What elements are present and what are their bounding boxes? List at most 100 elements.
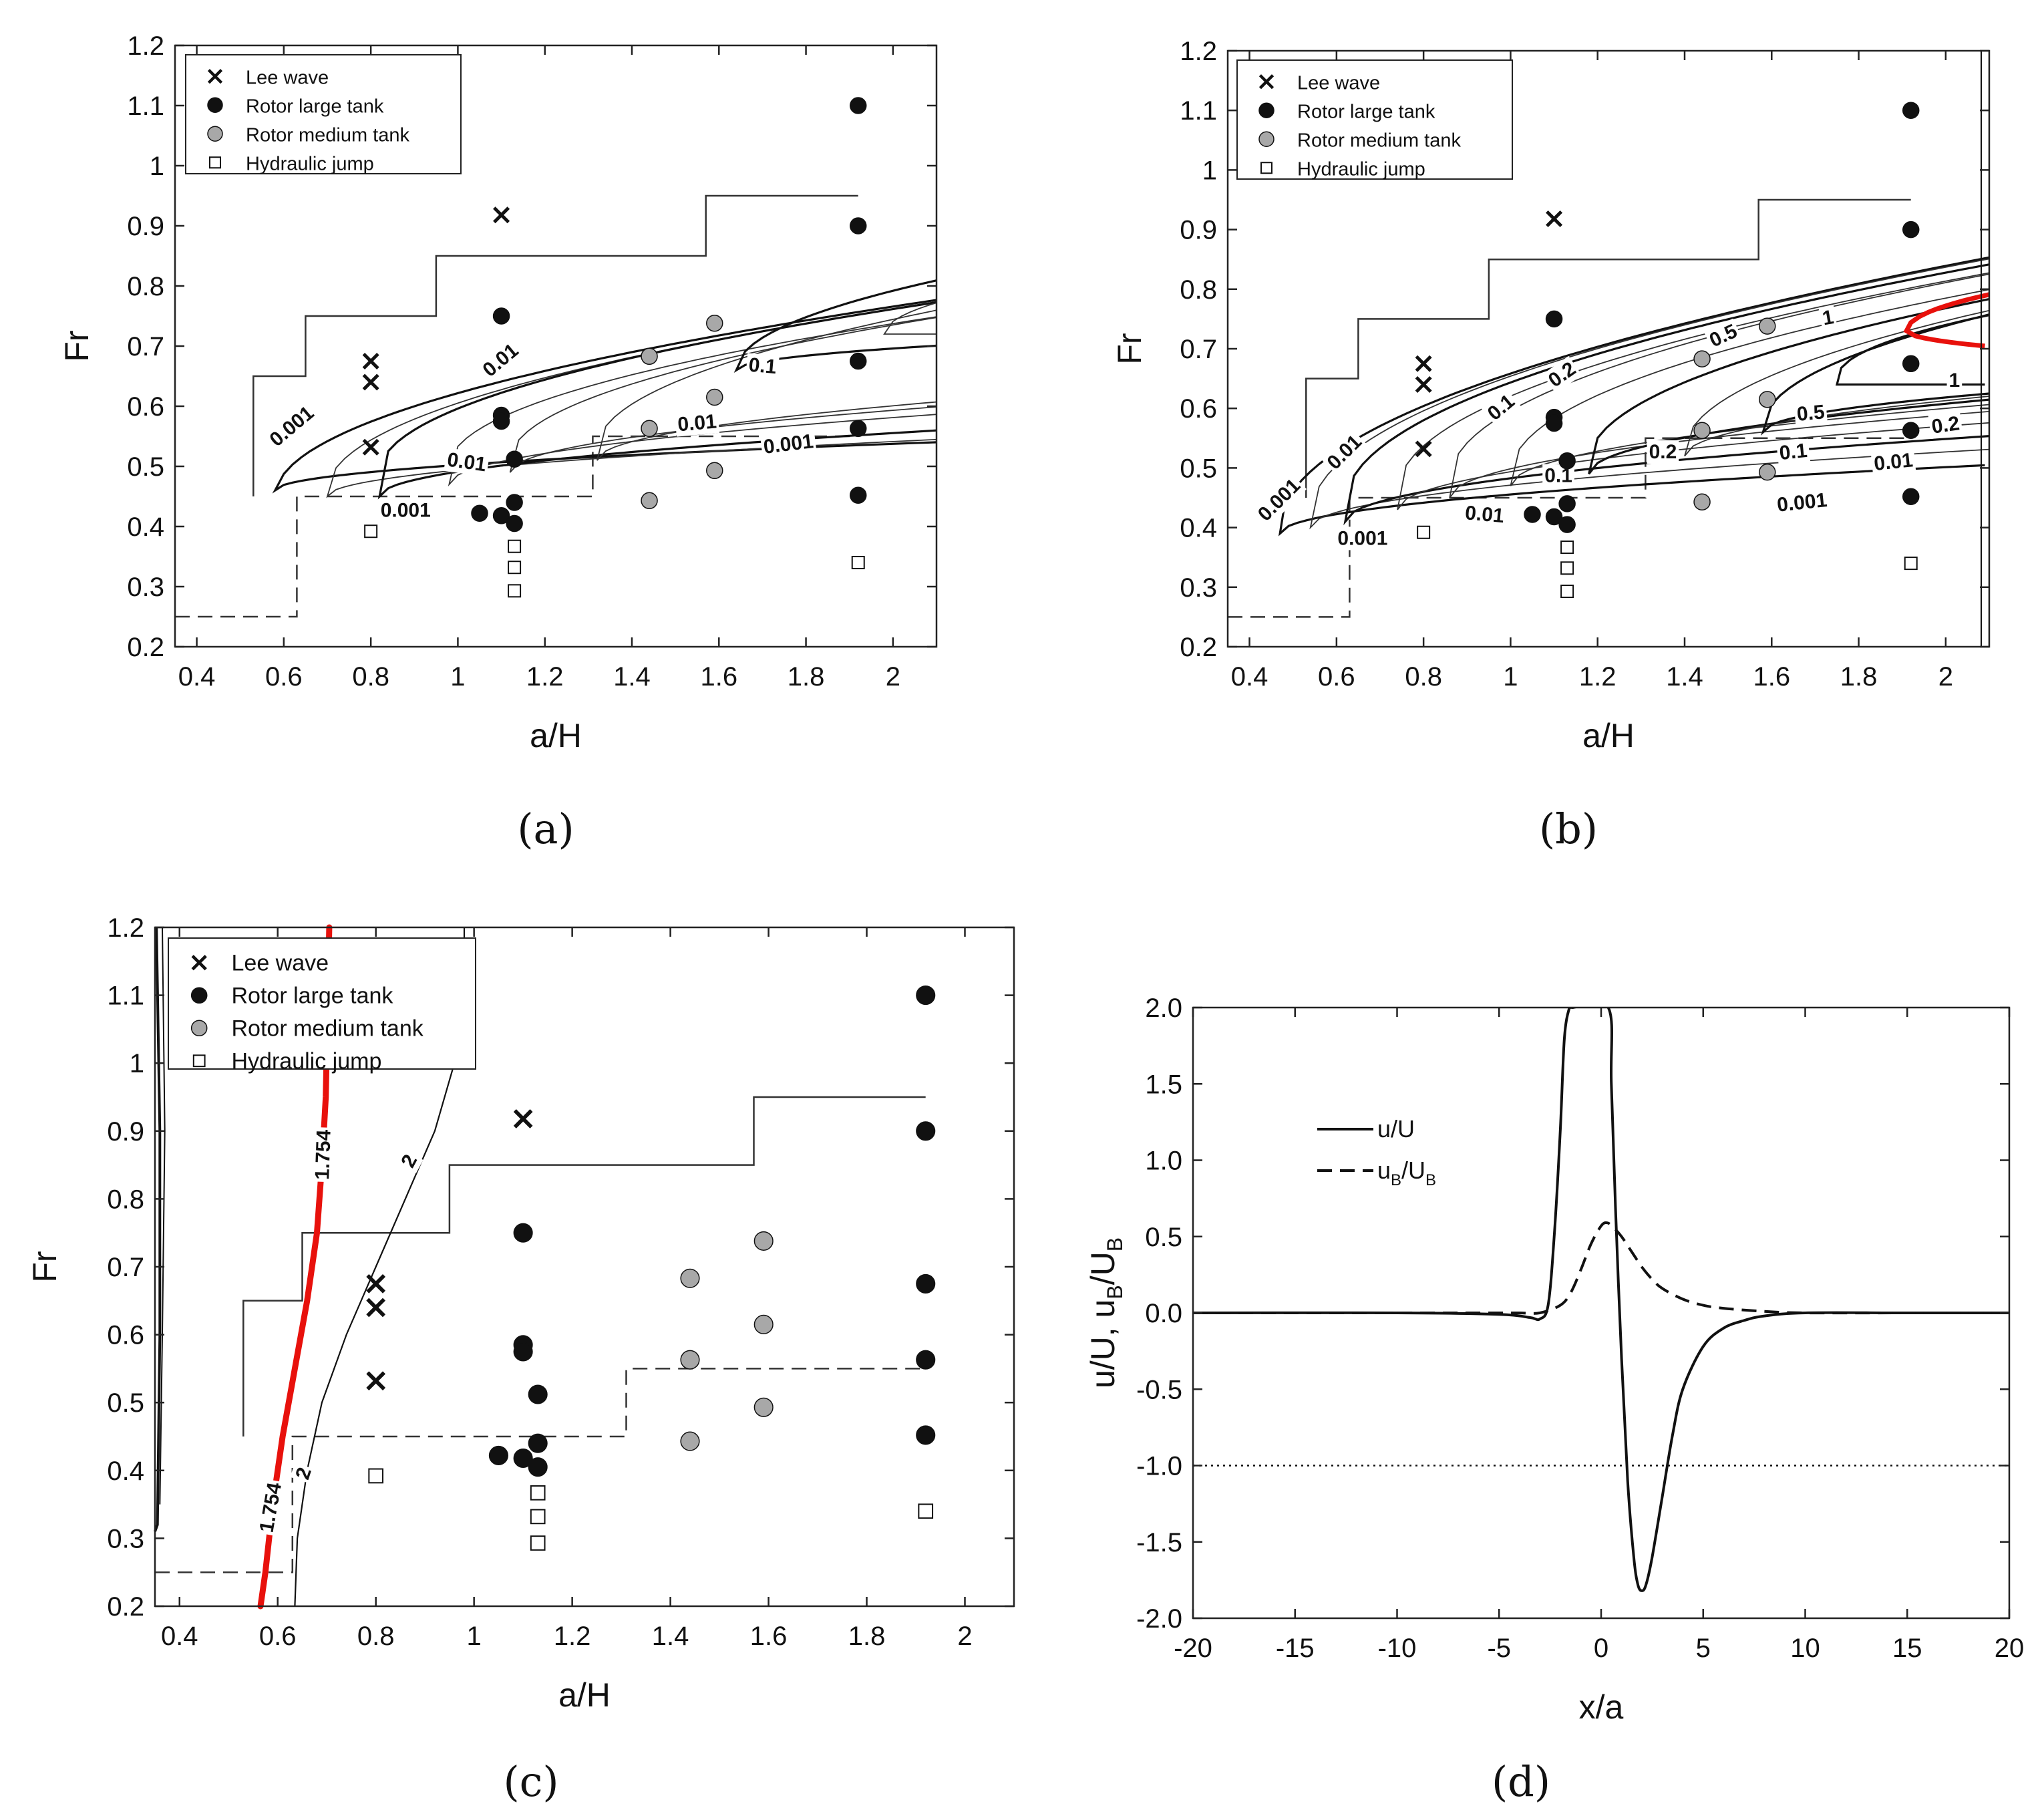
data-points xyxy=(362,97,867,598)
contour-line xyxy=(377,301,936,500)
rotor-medium-tank-marker xyxy=(753,1231,774,1251)
y-tick-label: 0.4 xyxy=(107,1457,144,1486)
y-tick-label: 0.6 xyxy=(127,392,164,422)
contour-line xyxy=(509,317,936,473)
x-tick-label: 1.8 xyxy=(788,662,825,692)
hydraulic-jump-marker xyxy=(1560,561,1574,575)
rotor-large-tank-marker xyxy=(492,412,510,430)
rotor-large-tank-marker xyxy=(1902,220,1920,239)
x-tick-label: 0.4 xyxy=(1231,662,1268,692)
rotor-medium-tank-marker xyxy=(1759,391,1776,408)
rotor-large-tank-marker xyxy=(1902,102,1920,119)
x-axis-label: x/a xyxy=(1579,1688,1624,1726)
hydraulic-jump-marker xyxy=(508,584,522,598)
axes-a: 0.4 0.6 0.8 1 1.2 1.4 1.6 1.8 2 0.2 0.3 0.4 0.5 0.6 0.… xyxy=(58,31,938,853)
hydraulic-jump-marker xyxy=(851,556,865,569)
y-tick-label: 0.9 xyxy=(1180,216,1217,245)
hydraulic-jump-marker xyxy=(918,1503,934,1519)
y-tick-label: 0.5 xyxy=(127,452,164,482)
lee-wave-rotor-boundary xyxy=(1305,198,1911,498)
y-tick-label: 0.9 xyxy=(127,212,164,241)
x-tick-label: 1 xyxy=(1503,662,1518,692)
legend: Lee wave Rotor large tank Rotor medium tan… xyxy=(168,937,476,1074)
legend-entry: Hydraulic jump xyxy=(1297,158,1425,180)
contour-line xyxy=(1588,298,1989,475)
y-tick-label: 1.1 xyxy=(127,92,164,121)
y-tick-label: -1.0 xyxy=(1136,1452,1182,1481)
contour-label: 0.001 xyxy=(381,499,431,521)
y-tick-label: 0.7 xyxy=(127,332,164,361)
legend: Lee wave Rotor large tank Rotor medium tan… xyxy=(1236,59,1513,180)
lee-wave-marker xyxy=(1415,355,1432,372)
y-tick-label: 0.9 xyxy=(107,1117,144,1147)
legend-grey-dot-icon xyxy=(207,126,223,142)
y-tick-label: 0.3 xyxy=(1180,573,1217,603)
y-tick-label: 1 xyxy=(150,152,164,181)
rotor-large-tank-marker xyxy=(1902,422,1920,439)
x-tick-label: -15 xyxy=(1276,1634,1315,1663)
rotor-large-tank-marker xyxy=(916,1273,936,1294)
rotor-large-tank-marker xyxy=(506,514,523,533)
y-tick-label: 1.2 xyxy=(127,31,164,61)
legend: Lee wave Rotor large tank Rotor medium tan… xyxy=(185,54,462,174)
panel-label: (b) xyxy=(1539,804,1598,853)
legend-entry: u/U xyxy=(1377,1115,1415,1143)
x-axis-label: a/H xyxy=(1582,717,1635,754)
rotor-large-tank-marker xyxy=(916,1425,936,1445)
x-tick-label: 1.6 xyxy=(1753,662,1790,692)
contour-label: 0.01 xyxy=(1873,449,1914,475)
y-tick-label: 0.5 xyxy=(1145,1223,1182,1252)
legend-grey-dot-icon xyxy=(1258,131,1274,147)
x-tick-label: 0.4 xyxy=(161,1622,198,1651)
contour-line xyxy=(272,299,936,494)
rotor-large-tank-marker xyxy=(916,986,936,1006)
lee-wave-marker xyxy=(366,1298,386,1318)
panel-label: (a) xyxy=(517,804,574,853)
lee-wave-marker xyxy=(493,206,510,224)
hydraulic-jump-marker xyxy=(364,524,378,539)
x-tick-label: -20 xyxy=(1174,1634,1212,1663)
data-points xyxy=(366,986,936,1551)
hydraulic-jump-marker xyxy=(1560,585,1574,599)
rotor-medium-tank-marker xyxy=(1693,493,1711,510)
y-tick-label: 0.7 xyxy=(1180,335,1217,364)
rotor-medium-tank-marker xyxy=(680,1431,700,1451)
y-tick-label: 0.8 xyxy=(107,1185,144,1214)
data-points xyxy=(1415,102,1920,599)
contour-label: 0.5 xyxy=(1796,401,1826,426)
hydraulic-jump-marker xyxy=(368,1468,384,1484)
regime-boundaries xyxy=(155,1096,926,1573)
y-tick-label: 0.8 xyxy=(127,272,164,301)
hydraulic-jump-marker xyxy=(1560,541,1574,555)
y-tick-label: -0.5 xyxy=(1136,1375,1182,1404)
y-tick-label: 0.5 xyxy=(1180,454,1217,483)
y-tick-label: 1.1 xyxy=(1180,96,1217,126)
legend-entry: Lee wave xyxy=(1297,72,1380,94)
contour-line xyxy=(1309,258,1989,530)
x-tick-label: 0.4 xyxy=(178,662,216,692)
contour-line xyxy=(1449,273,1989,498)
y-tick-label: 0.4 xyxy=(1180,514,1217,543)
rotor-large-tank-marker xyxy=(513,1342,533,1362)
contour-line xyxy=(597,309,936,461)
x-tick-label: -5 xyxy=(1487,1634,1511,1663)
chart-b: 0.0010.010.10.20.5110.50.20.20.10.10.010… xyxy=(1228,51,1989,647)
hydraulic-jump-marker xyxy=(1417,525,1431,539)
legend-black-dot-icon xyxy=(207,97,223,113)
y-tick-label: 0.2 xyxy=(127,633,164,662)
lee-wave-marker xyxy=(362,438,379,456)
lee-wave-marker xyxy=(1415,376,1432,394)
y-tick-label: 1 xyxy=(1202,156,1217,185)
y-tick-label: 0.3 xyxy=(107,1524,144,1553)
rotor-large-tank-marker xyxy=(528,1433,548,1453)
rotor-large-tank-marker xyxy=(1545,414,1563,432)
rotor-large-tank-marker xyxy=(513,1223,533,1243)
rotor-medium-tank-marker xyxy=(641,492,658,510)
hydraulic-jump-marker xyxy=(1904,557,1918,571)
y-tick-label: 1.0 xyxy=(1145,1147,1182,1176)
rotor-large-tank-marker xyxy=(1558,495,1576,512)
legend-box xyxy=(168,937,476,1070)
contour-line xyxy=(1903,292,1989,349)
y-tick-label: 1.5 xyxy=(1145,1070,1182,1099)
